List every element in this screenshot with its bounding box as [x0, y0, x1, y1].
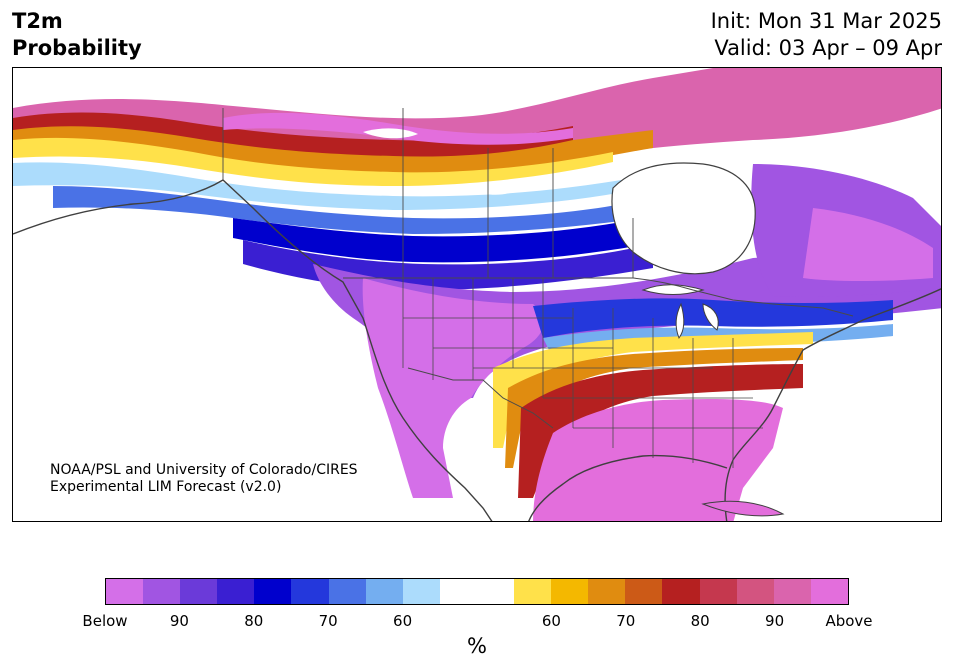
hudson-bay	[611, 162, 756, 275]
colorbar-cell	[439, 579, 477, 604]
colorbar-tick-label: 60	[393, 612, 413, 630]
colorbar-cell	[106, 579, 144, 604]
credit-text: NOAA/PSL and University of Colorado/CIRE…	[50, 462, 358, 496]
colorbar-cell	[551, 579, 589, 604]
credit-line-2: Experimental LIM Forecast (v2.0)	[50, 479, 282, 495]
valid-range: Valid: 03 Apr – 09 Apr	[714, 36, 942, 60]
lake-huron	[702, 303, 719, 331]
map-panel: NOAA/PSL and University of Colorado/CIRE…	[12, 67, 942, 522]
colorbar-tick-label: 90	[765, 612, 785, 630]
us-mexico-border	[407, 367, 554, 429]
forecast-dates: Init: Mon 31 Mar 2025 Valid: 03 Apr – 09…	[711, 8, 942, 62]
init-date: Init: Mon 31 Mar 2025	[710, 9, 942, 33]
colorbar-cell	[476, 579, 515, 604]
credit-line-1: NOAA/PSL and University of Colorado/CIRE…	[50, 462, 358, 478]
colorbar-tick-label: 70	[318, 612, 338, 630]
colorbar-cell	[217, 579, 255, 604]
yellow-band	[13, 137, 613, 186]
colorbar-unit: %	[467, 634, 487, 658]
southeast-orange	[505, 348, 803, 468]
light-blue-band	[13, 162, 653, 210]
red-band	[13, 112, 573, 165]
coastline-west	[13, 179, 493, 521]
coastline-east	[724, 288, 941, 521]
colorbar-cell	[514, 579, 552, 604]
probability-map	[13, 68, 941, 521]
alaska-pink	[223, 112, 573, 145]
colorbar-cell	[625, 579, 663, 604]
great-bear-lake	[363, 128, 418, 139]
title-line-2: Probability	[12, 36, 142, 60]
colorbar-cell	[699, 579, 737, 604]
colorbar-tick-label: 90	[169, 612, 189, 630]
east-canada-magenta	[803, 208, 933, 281]
lake-superior	[641, 284, 705, 295]
west-us-pink	[362, 278, 544, 498]
colorbar-cell	[736, 579, 774, 604]
province-lines	[222, 108, 634, 278]
colorbar-tick-label: Below	[82, 612, 128, 630]
colorbar	[105, 578, 849, 605]
state-lines	[402, 278, 763, 468]
deep-blue-band	[233, 218, 653, 263]
colorbar-tick-label: 80	[690, 612, 710, 630]
colorbar-cell	[180, 579, 218, 604]
great-slave-lake	[475, 187, 513, 195]
colorbar-cell	[662, 579, 700, 604]
colorbar-cell	[773, 579, 811, 604]
blue-band	[53, 186, 643, 234]
colorbar-cell	[365, 579, 403, 604]
southeast-pink	[533, 398, 783, 521]
coastline-gulf	[528, 454, 728, 521]
lake-michigan	[675, 302, 685, 340]
colorbar-cell	[254, 579, 292, 604]
colorbar-cell	[810, 579, 848, 604]
colorbar-tick-label: 70	[616, 612, 636, 630]
canada-us-border	[343, 277, 854, 317]
cuba-island	[701, 500, 785, 517]
colorbar-tick-label: 80	[244, 612, 264, 630]
colorbar-tick-label: Above	[825, 612, 873, 630]
colorbar-cell	[588, 579, 626, 604]
colorbar-cell	[328, 579, 366, 604]
title-line-1: T2m	[12, 9, 63, 33]
orange-band	[13, 126, 653, 179]
colorbar-cell	[291, 579, 329, 604]
map-title: T2m Probability	[12, 8, 142, 62]
southeast-red	[518, 364, 803, 498]
colorbar-cell	[402, 579, 440, 604]
colorbar-cell	[143, 579, 181, 604]
colorbar-tick-label: 60	[541, 612, 561, 630]
